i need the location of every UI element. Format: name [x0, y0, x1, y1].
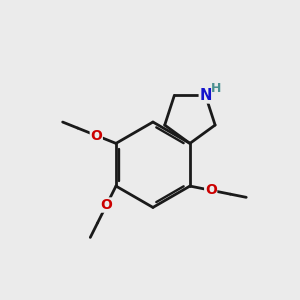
Text: N: N: [199, 88, 212, 103]
Text: O: O: [205, 183, 217, 197]
Text: O: O: [90, 128, 102, 142]
Text: H: H: [211, 82, 221, 94]
Text: O: O: [100, 198, 112, 212]
